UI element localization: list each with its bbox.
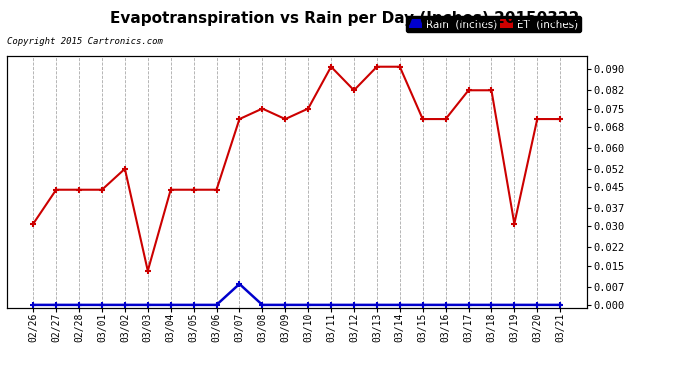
- Legend: Rain  (Inches), ET  (Inches): Rain (Inches), ET (Inches): [406, 16, 581, 33]
- Text: Evapotranspiration vs Rain per Day (Inches) 20150322: Evapotranspiration vs Rain per Day (Inch…: [110, 11, 580, 26]
- Text: Copyright 2015 Cartronics.com: Copyright 2015 Cartronics.com: [7, 38, 163, 46]
